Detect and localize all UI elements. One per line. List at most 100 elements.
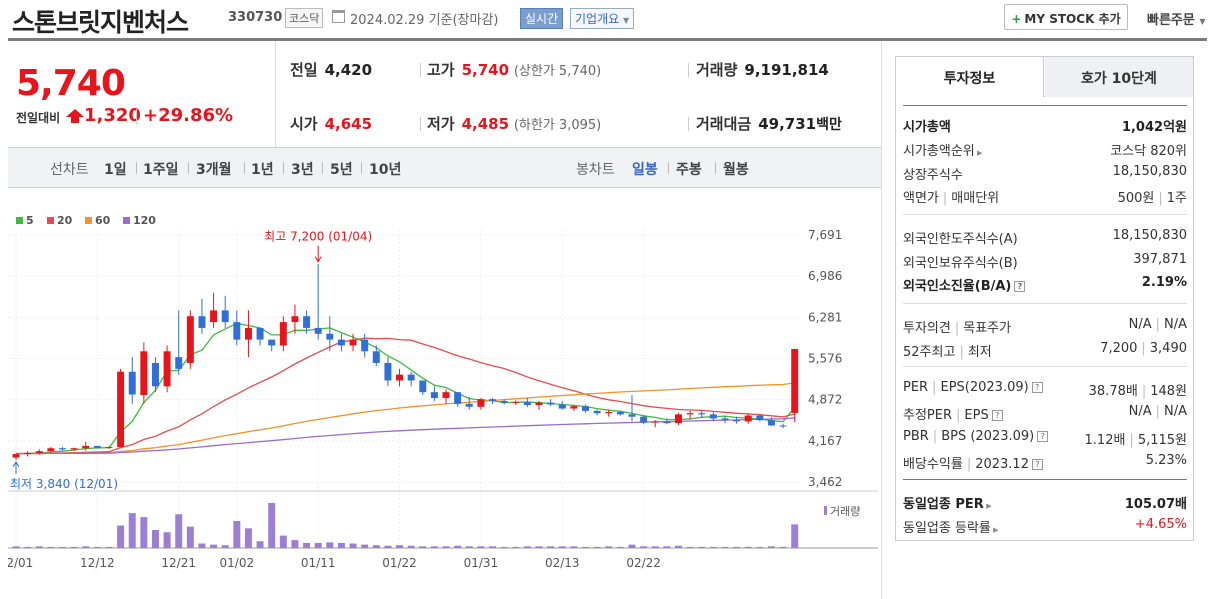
info-row-value: +4.65%: [1135, 517, 1187, 532]
info-value-text: 1.12배: [1084, 433, 1126, 448]
info-label-text: 상장주식수: [903, 168, 963, 183]
help-icon[interactable]: ?: [1031, 382, 1043, 393]
candle-body: [82, 445, 90, 449]
quick-order-dropdown[interactable]: 빠른주문 ▼: [1147, 9, 1206, 28]
help-icon[interactable]: ?: [1037, 431, 1049, 442]
volume-bar: [117, 525, 125, 548]
x-tick-label: 12/01: [8, 556, 33, 570]
period-5y[interactable]: 5년: [330, 162, 353, 178]
candle-body: [128, 371, 136, 395]
period-1w[interactable]: 1주일: [143, 162, 179, 178]
volume-bar: [210, 544, 218, 548]
info-row-label[interactable]: 시가총액순위 ▶: [903, 140, 982, 159]
candle-body: [733, 420, 741, 422]
divider: [668, 162, 669, 174]
panel-divider: [903, 366, 1187, 367]
value-separator: |: [1155, 317, 1160, 332]
volume-bar: [651, 546, 659, 548]
info-value-text: 2.19%: [1141, 275, 1187, 290]
volume-bar: [326, 542, 334, 548]
info-label-text: 매매단위: [951, 191, 1000, 206]
help-icon[interactable]: ?: [1014, 281, 1026, 292]
period-3m[interactable]: 3개월: [196, 162, 232, 178]
y-tick-label: 6,281: [808, 310, 842, 324]
period-1d[interactable]: 1일: [104, 162, 127, 178]
info-value-text: 5.23%: [1145, 453, 1187, 468]
candle-body: [523, 402, 531, 406]
realtime-button[interactable]: 실시간: [520, 8, 564, 29]
volume-bar: [24, 546, 32, 548]
y-tick-label: 6,986: [808, 269, 842, 283]
info-row-label: 외국인보유주식수(B): [903, 252, 1018, 271]
high-value: 5,740: [461, 61, 510, 79]
candle-daily[interactable]: 일봉: [632, 162, 658, 178]
period-1y[interactable]: 1년: [251, 162, 274, 178]
info-row-value: 397,871: [1133, 252, 1187, 267]
prev-close-value: 4,420: [324, 61, 373, 79]
info-row: 외국인한도주식수(A) 18,150,830: [903, 225, 1187, 247]
tab-investment-info[interactable]: 투자정보: [896, 57, 1044, 97]
company-overview-dropdown[interactable]: 기업개요 ▼: [570, 8, 635, 29]
divider: [283, 162, 284, 174]
info-row-label: 52주최고 | 최저: [903, 341, 992, 360]
tab-order-book-10[interactable]: 호가 10단계: [1045, 57, 1193, 97]
period-10y[interactable]: 10년: [369, 162, 402, 178]
volume-bar: [105, 546, 113, 548]
current-price-box: 5,740 전일대비 1,320 +29.86%: [8, 41, 276, 147]
candle-body: [12, 454, 20, 458]
volume-bar: [674, 545, 682, 548]
info-value-text: 3,490: [1149, 341, 1187, 356]
candle-body: [767, 420, 775, 426]
volume-bar: [59, 546, 66, 548]
candle-body: [779, 425, 787, 427]
price-change: 1,320: [84, 105, 141, 126]
help-icon[interactable]: ?: [991, 410, 1003, 421]
candle-body: [593, 410, 601, 414]
moving-average-20: [16, 337, 795, 455]
market-badge: 코스닥: [285, 8, 324, 28]
candle-body: [512, 402, 520, 404]
info-value-text: 105.07배: [1124, 497, 1187, 512]
period-3y[interactable]: 3년: [291, 162, 314, 178]
add-mystock-button[interactable]: + MY STOCK 추가: [1004, 4, 1128, 30]
candle-body: [396, 374, 404, 381]
info-row: 동일업종 PER ▶ 105.07배: [903, 490, 1187, 512]
volume-bar: [279, 535, 287, 548]
divider: [715, 162, 716, 174]
chart-period-bar: 선차트 1일 1주일 3개월 1년 3년 5년 10년 봉차트 일봉 주봉 월봉: [8, 148, 881, 188]
candle-body: [140, 351, 148, 396]
volume-bar: [616, 546, 624, 548]
candle-body: [314, 327, 322, 334]
x-tick-label: 02/13: [545, 556, 580, 570]
candle-body: [105, 447, 113, 449]
candle-body: [59, 448, 66, 450]
volume: 거래량 9,191,814: [696, 59, 829, 80]
value-separator: |: [1141, 384, 1147, 399]
info-row-label[interactable]: 동일업종 등락률 ▶: [903, 517, 998, 536]
divider: [420, 117, 421, 131]
info-value-text: 18,150,830: [1112, 228, 1187, 243]
candle-body: [791, 348, 799, 413]
candle-body: [430, 392, 438, 399]
volume-bar: [663, 546, 671, 548]
help-icon[interactable]: ?: [1031, 459, 1043, 470]
candle-body: [616, 412, 624, 415]
info-value-text: 38.78배: [1088, 384, 1138, 399]
candle-body: [372, 351, 380, 363]
info-row-value: 코스닥 820위: [1110, 140, 1187, 159]
candle-body: [268, 339, 276, 346]
info-row-value: 1,042억원: [1122, 116, 1187, 135]
info-row-label: 추정PER | EPS?: [903, 404, 1003, 423]
info-row: 배당수익률 | 2023.12? 5.23%: [903, 450, 1187, 472]
candle-monthly[interactable]: 월봉: [723, 162, 749, 178]
info-label-text: PBR: [903, 429, 929, 444]
info-row: 외국인소진율(B/A)? 2.19%: [903, 272, 1187, 294]
info-row-label[interactable]: 동일업종 PER ▶: [903, 493, 992, 512]
candle-weekly[interactable]: 주봉: [676, 162, 702, 178]
volume-bar: [314, 542, 322, 548]
info-label-text: 동일업종 PER: [903, 497, 984, 512]
info-row: 액면가 | 매매단위 500원 | 1주: [903, 184, 1187, 206]
info-value-text: 1주: [1166, 191, 1187, 206]
divider: [136, 109, 137, 124]
volume-bar: [419, 546, 427, 548]
